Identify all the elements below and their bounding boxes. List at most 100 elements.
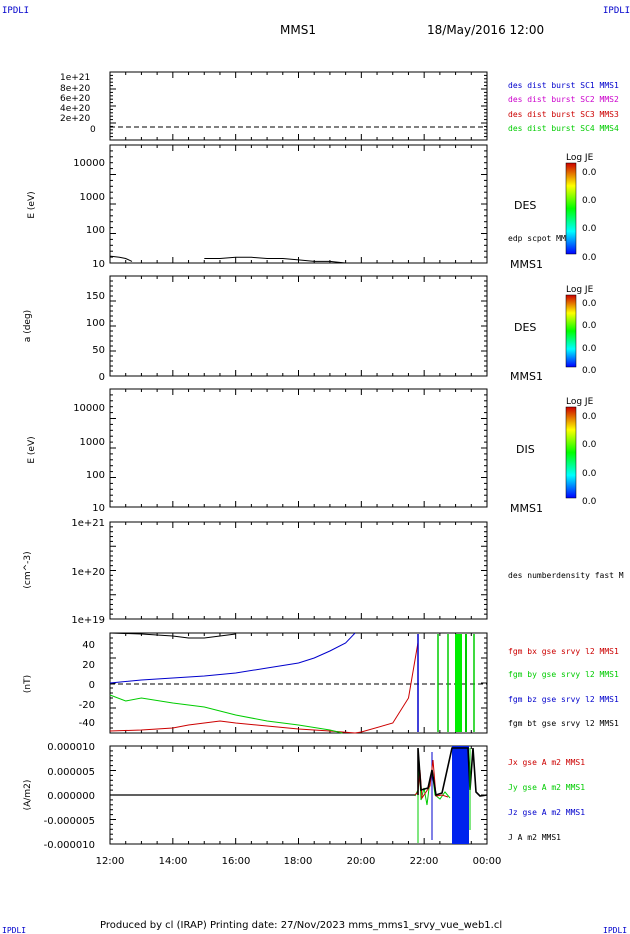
p2-side-label: DES	[514, 199, 536, 212]
p3-side-label: DES	[514, 321, 536, 334]
cb1-tick-3: 0.0	[582, 253, 597, 263]
p3-side-sat: MMS1	[510, 370, 543, 383]
p6-ytick-1: 20	[82, 660, 95, 671]
p5-legend-0: des numberdensity fast M	[508, 571, 624, 580]
p1-ytick-4: 2e+20	[60, 114, 91, 124]
panel-4-frame	[109, 388, 488, 508]
p5-ylabel: (cm^-3)	[23, 551, 33, 588]
datetime-title: 18/May/2016 12:00	[427, 23, 544, 37]
p7-ytick-1: 0.000005	[47, 767, 95, 778]
p6-legend-0: fgm bx gse srvy l2 MMS1	[508, 647, 619, 656]
spacecraft-title: MMS1	[280, 23, 316, 37]
p1-ytick-0: 1e+21	[60, 73, 90, 83]
cb3-tick-3: 0.0	[582, 497, 597, 507]
corner-label-top-left: IPDLI	[2, 6, 29, 16]
footer-text: Produced by cl (IRAP) Printing date: 27/…	[100, 920, 502, 931]
panel-3-frame	[109, 275, 488, 377]
xtick-label-1: 14:00	[159, 856, 188, 867]
corner-label-bottom-left: IPDLI	[2, 926, 26, 934]
cb1-tick-0: 0.0	[582, 168, 597, 178]
cb3-tick-1: 0.0	[582, 440, 597, 450]
p7-burst-region	[414, 746, 488, 844]
xtick-label-5: 22:00	[410, 856, 439, 867]
p6-ytick-0: 40	[82, 640, 95, 651]
p4-ytick-1: 1000	[80, 437, 105, 448]
p1-ytick-2: 6e+20	[60, 94, 91, 104]
p7-legend-1: Jy gse A m2 MMS1	[508, 783, 585, 792]
time-ticks	[109, 72, 488, 844]
panel-6-frame	[109, 632, 488, 734]
cb3-tick-2: 0.0	[582, 469, 597, 479]
xtick-label-0: 12:00	[96, 856, 125, 867]
p7-ytick-0: 0.000010	[47, 742, 95, 753]
cb2-title: Log JE	[566, 285, 594, 295]
cb1-title: Log JE	[566, 153, 594, 163]
xtick-label-6: 00:00	[473, 856, 502, 867]
corner-label-top-right: IPDLI	[603, 6, 630, 16]
p2-scpot-line	[109, 255, 346, 264]
p7-ytick-2: 0.000000	[47, 791, 95, 802]
p6-series	[109, 632, 419, 734]
xtick-label-2: 16:00	[222, 856, 251, 867]
cb2-bar	[565, 294, 577, 368]
cb1-bar	[565, 162, 577, 255]
p3-ytick-0: 150	[86, 291, 105, 302]
cb1-tick-2: 0.0	[582, 224, 597, 234]
panel-5-frame	[109, 521, 488, 620]
p7-legend-2: Jz gse A m2 MMS1	[508, 808, 585, 817]
p4-ytick-2: 100	[86, 470, 105, 481]
xtick-label-4: 20:00	[347, 856, 376, 867]
p1-legend-3: des dist burst SC4 MMS4	[508, 124, 619, 133]
colorbar-dis-energy: Log JE 0.0 0.0 0.0 0.0	[565, 397, 597, 507]
colorbar-des-energy: Log JE 0.0 0.0 0.0 0.0	[565, 153, 597, 263]
p6-legend-2: fgm bz gse srvy l2 MMS1	[508, 695, 619, 704]
p4-side-sat: MMS1	[510, 502, 543, 515]
cb2-tick-1: 0.0	[582, 321, 597, 331]
cb2-tick-0: 0.0	[582, 299, 597, 309]
cb3-bar	[565, 406, 577, 499]
p6-ytick-4: -40	[79, 718, 95, 729]
p7-legend-0: Jx gse A m2 MMS1	[508, 758, 585, 767]
p4-ytick-0: 10000	[73, 403, 105, 414]
cb3-title: Log JE	[566, 397, 594, 407]
p6-series-line-1	[109, 694, 343, 734]
p4-ylabel: E (eV)	[27, 436, 37, 463]
p6-series-line-3	[109, 632, 236, 639]
p6-ylabel: (nT)	[23, 675, 33, 693]
p1-legend-2: des dist burst SC3 MMS3	[508, 110, 619, 119]
p1-legend-1: des dist burst SC2 MMS2	[508, 95, 619, 104]
p5-ytick-1: 1e+20	[71, 567, 105, 578]
p2-overlay-label: edp scpot MMS1	[508, 234, 576, 243]
p4-ytick-3: 10	[92, 503, 105, 514]
p2-ytick-3: 10	[92, 259, 105, 270]
p6-legend-1: fgm by gse srvy l2 MMS1	[508, 670, 619, 679]
cb3-tick-0: 0.0	[582, 412, 597, 422]
p3-ytick-2: 50	[92, 345, 105, 356]
p6-series-line-2	[109, 632, 356, 684]
cb1-tick-1: 0.0	[582, 196, 597, 206]
y-ticks	[110, 71, 487, 845]
p7-ytick-4: -0.000010	[44, 840, 95, 851]
p6-series-line-0	[109, 642, 419, 734]
p1-ytick-5: 0	[90, 125, 96, 135]
p2-ytick-0: 10000	[73, 158, 105, 169]
p1-legend-0: des dist burst SC1 MMS1	[508, 81, 619, 90]
p5-ytick-0: 1e+21	[71, 518, 105, 529]
p7-ylabel: (A/m2)	[23, 780, 33, 811]
corner-label-bottom-right: IPDLI	[603, 926, 627, 934]
xtick-label-3: 18:00	[284, 856, 313, 867]
p5-ytick-2: 1e+19	[71, 615, 105, 626]
p7-legend-3: J A m2 MMS1	[508, 833, 561, 842]
p3-ytick-3: 0	[99, 372, 105, 383]
p1-ytick-1: 8e+20	[60, 84, 91, 94]
cb2-tick-2: 0.0	[582, 344, 597, 354]
p6-ytick-3: -20	[79, 700, 95, 711]
cb2-tick-3: 0.0	[582, 366, 597, 376]
panel-1-frame	[109, 71, 488, 141]
p3-ytick-1: 100	[86, 318, 105, 329]
p2-ytick-2: 100	[86, 225, 105, 236]
p6-legend-3: fgm bt gse srvy l2 MMS1	[508, 719, 619, 728]
colorbar-des-pitch: Log JE 0.0 0.0 0.0 0.0	[565, 285, 597, 376]
p3-ylabel: a (deg)	[23, 310, 33, 342]
